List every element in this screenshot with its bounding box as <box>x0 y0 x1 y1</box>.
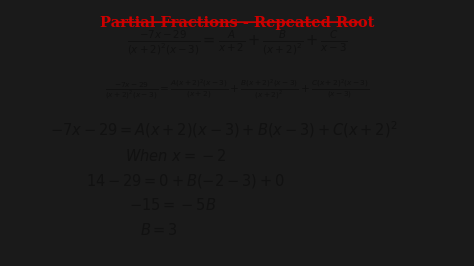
Text: $\mathit{When}\ x = -2$: $\mathit{When}\ x = -2$ <box>125 148 227 164</box>
Text: $14-29 = 0+B(-2-3)+0$: $14-29 = 0+B(-2-3)+0$ <box>85 172 284 190</box>
Text: $-7x-29 = A(x+2)(x-3)+B(x-3)+C(x+2)^2$: $-7x-29 = A(x+2)(x-3)+B(x-3)+C(x+2)^2$ <box>50 119 397 140</box>
Text: $B = 3$: $B = 3$ <box>140 222 178 238</box>
Text: $\frac{-7x-29}{(x+2)^2(x-3)} = \frac{A}{x+2}+\frac{B}{(x+2)^2}+\frac{C}{x-3}$: $\frac{-7x-29}{(x+2)^2(x-3)} = \frac{A}{… <box>127 29 347 57</box>
Text: $-15 = -5B$: $-15 = -5B$ <box>128 197 216 213</box>
Text: Partial Fractions - Repeated Root: Partial Fractions - Repeated Root <box>100 16 374 30</box>
Text: $\frac{-7x-29}{(x+2)^2(x-3)} = \frac{A(x+2)^2(x-3)}{(x+2)}+\frac{B(x+2)^2(x-3)}{: $\frac{-7x-29}{(x+2)^2(x-3)} = \frac{A(x… <box>105 78 369 102</box>
